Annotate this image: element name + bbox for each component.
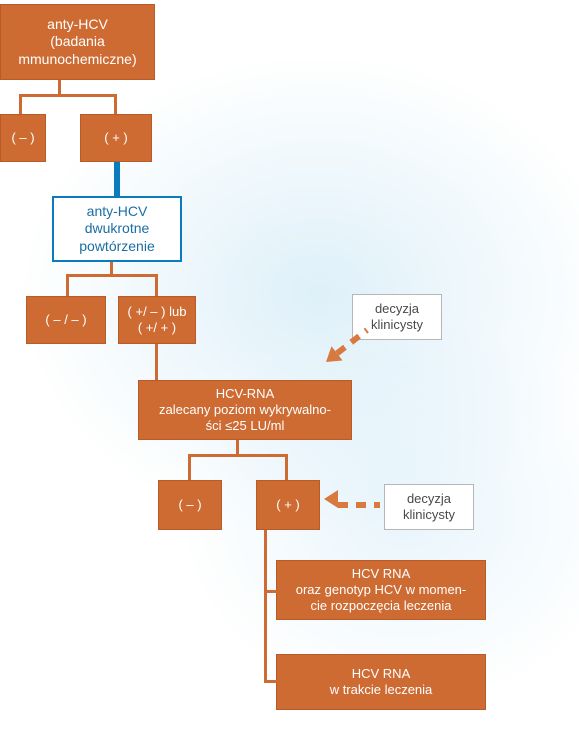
connector [155,344,158,380]
node-hcv-rna-genotype: HCV RNAoraz genotyp HCV w momen-cie rozp… [276,560,486,620]
connector [66,274,69,296]
connector [155,274,158,296]
connector [66,274,158,277]
connector [285,454,288,480]
connector [264,680,278,683]
connector [19,94,117,97]
node-anty-hcv-start: anty-HCV(badaniammunochemiczne) [0,4,155,80]
connector [264,590,278,593]
connector [264,530,267,682]
connector [19,94,22,114]
node-result-neg-1: ( – ) [0,114,46,162]
node-result-pos-2: ( + ) [256,480,320,530]
node-anty-hcv-repeat: anty-HCVdwukrotnepowtórzenie [52,196,182,262]
node-hcv-rna-treatment: HCV RNAw trakcie leczenia [276,654,486,710]
connector [188,454,191,480]
connector [188,454,288,457]
node-clinician-decision-2: decyzjaklinicysty [384,484,474,530]
node-result-neg-2: ( – ) [158,480,222,530]
node-result-pos-1: ( + ) [80,114,152,162]
node-result-pos-combo: ( +/ – ) lub( +/ + ) [118,296,196,344]
dash-arrow-decision-1 [326,330,367,362]
node-hcv-rna-threshold: HCV-RNAzalecany poziom wykrywalno-ści ≤2… [138,380,352,440]
node-result-neg-neg: ( – / – ) [26,296,106,344]
connector [114,94,117,114]
connector [114,162,120,196]
